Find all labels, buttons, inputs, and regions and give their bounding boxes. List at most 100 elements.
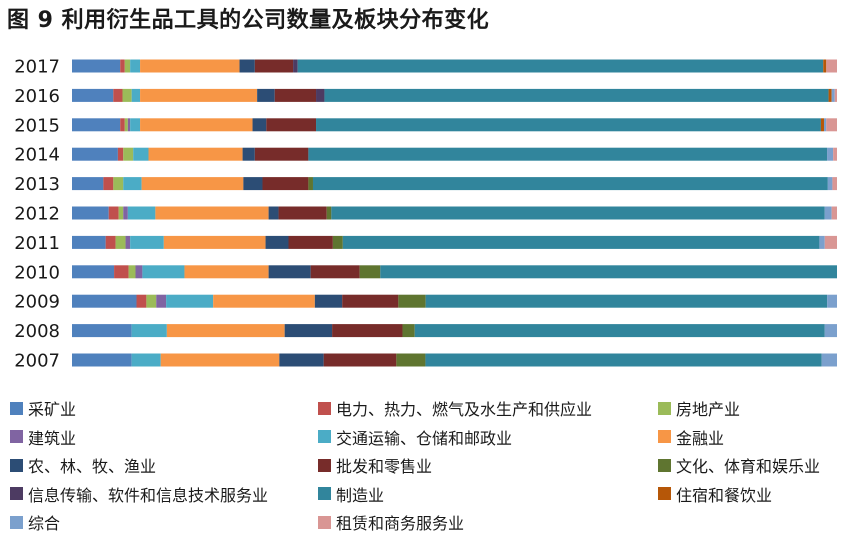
bar-segment-2016-s11 [828,88,832,102]
bar-segment-2015-s2 [124,118,128,132]
bar-segment-2011-s6 [265,235,289,249]
bar-segment-2009-s5 [213,294,315,308]
legend-item-7: 批发和零售业 [318,453,432,477]
bar-segment-2012-s12 [824,206,832,220]
bar-segment-2014-s0 [72,147,118,161]
y-tick-label-2013: 2013 [14,174,60,195]
y-tick-label-2017: 2017 [14,57,60,78]
bar-segment-2010-s10 [380,265,837,279]
bar-segment-2016-s6 [257,88,275,102]
bar-segment-2016-s0 [72,88,114,102]
bar-segment-2008-s12 [824,324,837,338]
bar-segment-2007-s12 [821,353,837,367]
bar-segment-2011-s3 [125,235,131,249]
bar-segment-2015-s0 [72,118,121,132]
bar-segment-2013-s8 [308,177,313,191]
bar-segment-2015-s5 [140,118,253,132]
legend-swatch [10,458,23,472]
bar-segment-2010-s2 [128,265,136,279]
bar-segment-2008-s8 [402,324,415,338]
bar-segment-2007-s5 [160,353,280,367]
legend-item-0: 采矿业 [10,396,76,420]
bar-segment-2009-s3 [156,294,167,308]
bar-segment-2011-s13 [824,235,837,249]
legend-swatch [10,401,23,415]
bar-segment-2009-s0 [72,294,137,308]
bar-segment-2009-s10 [425,294,828,308]
legend-swatch [658,430,671,443]
bar-segment-2015-s10 [316,118,821,132]
bar-segment-2016-s10 [324,88,829,102]
bar-segment-2008-s6 [284,324,333,338]
bar-segment-2017-s1 [120,59,125,73]
legend-item-6: 农、林、牧、渔业 [10,453,156,477]
bar-segment-2009-s4 [166,294,214,308]
bar-segment-2008-s0 [72,324,132,338]
legend-label: 综合 [28,514,61,533]
stacked-bar-chart: 2017 2016 2015 2014 2013 2012 2011 2010 2009 2008… [14,57,837,372]
bar-segment-2015-s6 [252,118,267,132]
bar-segment-2007-s8 [396,353,426,367]
legend-label: 文化、体育和娱乐业 [676,457,821,476]
bar-segment-2007-s7 [323,353,397,367]
bar-segment-2013-s1 [103,177,114,191]
bar-segment-2016-s7 [274,88,317,102]
bar-segment-2012-s3 [123,206,128,220]
bar-segment-2016-s12 [831,88,835,102]
bar-segment-2016-s2 [122,88,132,102]
bar-segment-2007-s6 [279,353,324,367]
bar-segment-2007-s10 [425,353,822,367]
bar-segment-2009-s8 [398,294,426,308]
bar-segment-2008-s5 [166,324,285,338]
legend-label: 采矿业 [28,400,77,419]
bar-segment-2010-s1 [114,265,129,279]
chart-legend: 采矿业 电力、热力、燃气及水生产和供应业 房地产业 建筑业 交通运输、仓储和邮政业 金融业… [10,396,840,536]
bar-segment-2017-s5 [140,59,240,73]
bar-segment-2011-s12 [819,235,825,249]
bar-segment-2009-s12 [827,294,837,308]
bar-segment-2013-s13 [832,177,837,191]
bar-segment-2013-s5 [141,177,244,191]
bar-segment-2014-s6 [242,147,255,161]
legend-item-8: 文化、体育和娱乐业 [658,453,820,477]
bar-segment-2014-s12 [827,147,834,161]
legend-item-13: 租赁和商务服务业 [318,510,464,534]
legend-label: 信息传输、软件和信息技术服务业 [28,485,269,505]
legend-swatch [318,515,331,529]
bar-segment-2013-s4 [123,177,142,191]
bar-segment-2013-s7 [262,177,309,191]
legend-swatch [318,401,331,415]
bar-segment-2007-s0 [72,353,132,367]
legend-item-11: 住宿和餐饮业 [658,482,772,506]
bar-segment-2010-s8 [359,265,381,279]
bar-segment-2016-s5 [140,88,258,102]
bar-segment-2010-s4 [142,265,185,279]
bar-segment-2015-s7 [266,118,317,132]
bar-segment-2013-s6 [243,177,263,191]
legend-label: 交通运输、仓储和邮政业 [336,428,513,448]
bar-segment-2012-s5 [155,206,269,220]
bar-segment-2017-s13 [826,59,837,73]
y-tick-label-2014: 2014 [14,145,60,166]
bar-segment-2015-s4 [130,118,141,132]
bar-segment-2014-s1 [117,147,124,161]
bar-segment-2009-s7 [342,294,399,308]
bar-segment-2017-s7 [254,59,294,73]
legend-swatch [10,515,23,529]
legend-label: 租赁和商务服务业 [336,514,465,533]
bar-segment-2012-s13 [831,206,837,220]
bar-segment-2014-s4 [133,147,149,161]
y-tick-label-2009: 2009 [14,292,60,313]
bar-segment-2008-s7 [332,324,403,338]
bar-segment-2008-s4 [131,324,167,338]
bar-segment-2015-s3 [127,118,131,132]
y-tick-label-2010: 2010 [14,262,60,283]
legend-item-2: 房地产业 [658,396,740,420]
bar-segment-2011-s10 [342,235,820,249]
bar-segment-2017-s9 [293,59,298,73]
bar-segment-2017-s10 [297,59,824,73]
bar-segment-2017-s11 [823,59,827,73]
bar-segment-2014-s5 [148,147,243,161]
y-tick-label-2012: 2012 [14,204,60,225]
bar-segment-2012-s7 [278,206,327,220]
